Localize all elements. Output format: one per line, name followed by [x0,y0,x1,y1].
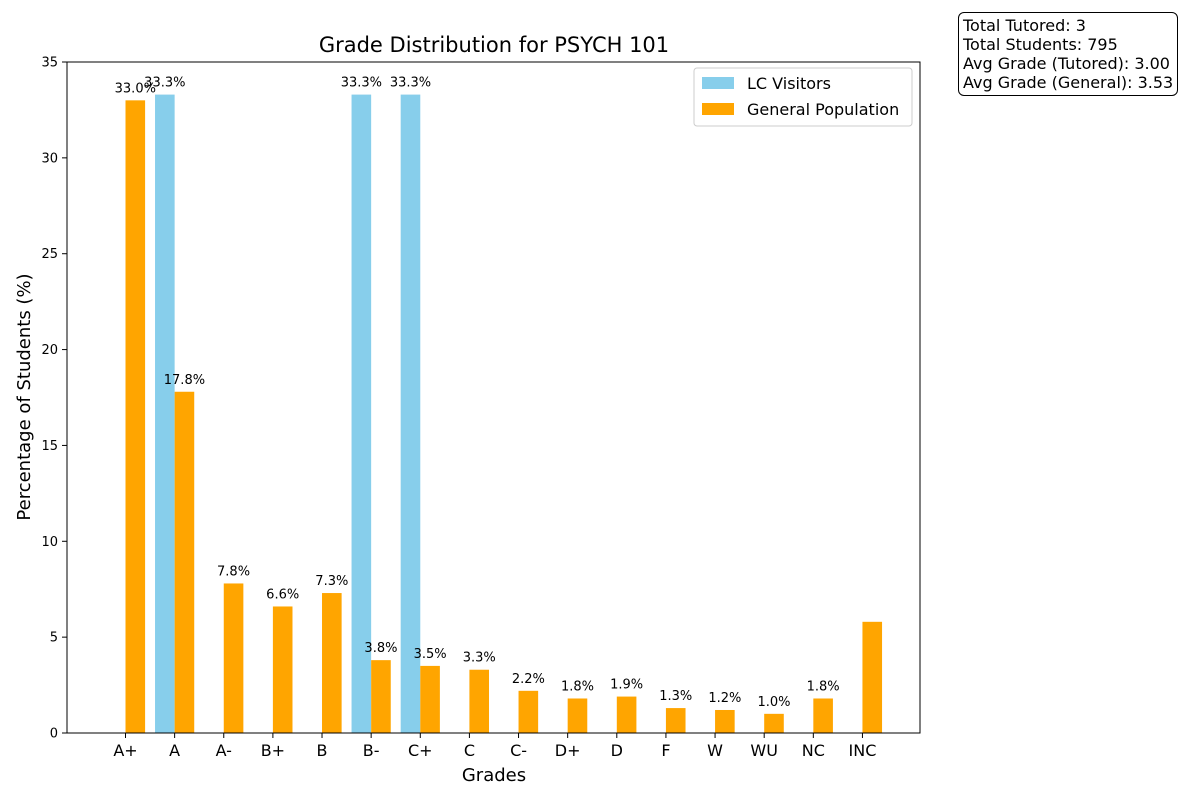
y-axis: 0 5 10 15 20 25 30 35 [41,56,67,742]
bar-lc-visitors-a [155,94,175,734]
avg-grade-tutored: Avg Grade (Tutored): 3.00 [963,54,1170,73]
bar-general-population-c [469,669,490,733]
legend-swatch-general-population [702,103,734,115]
x-tick-label: B+ [261,741,285,760]
bar-general-population-inc [862,621,883,733]
bar-general-population-a-minus [223,583,244,733]
bar-label-lc-visitors-a: 33.3% [144,76,185,91]
bar-lc-visitors-c-minusplus [400,94,421,734]
bar-label-general-population-w: 1.2% [708,691,741,706]
x-tick-label: NC [802,741,825,760]
x-tick-label: B [317,741,328,760]
bar-label-general-population-a-plus: 33.0% [115,81,156,96]
y-tick-label: 5 [50,631,58,646]
bar-general-population-a-plus [125,100,146,734]
bar-general-population-d [616,696,637,733]
bar-label-lc-visitors-c-minusplus: 33.3% [390,76,431,91]
bar-general-population-b-minusplus [272,606,293,733]
x-tick-label: W [707,741,723,760]
bar-label-general-population-nc: 1.8% [807,679,840,694]
bar-label-general-population-d-minusplus: 1.8% [561,679,594,694]
legend-swatch-lc-visitors [702,77,734,89]
bar-label-general-population-b-minus: 3.8% [364,641,397,656]
summary-stats-box: Total Tutored: 3 Total Students: 795 Avg… [958,12,1179,96]
legend-label-general-population: General Population [747,100,899,119]
x-tick-label: C+ [408,741,433,760]
legend-frame [693,67,913,127]
y-tick-label: 30 [41,151,58,166]
y-axis-label: Percentage of Students (%) [14,273,35,520]
bar-label-general-population-a: 17.8% [164,373,205,388]
bar-general-population-f [665,708,686,733]
bar-label-general-population-c-minus: 2.2% [512,672,545,687]
bar-general-population-b [322,593,342,733]
bar-labels-layer: 33.3% 33.3% 33.3%33.0%17.8%7.8%6.6%7.3%3.8… [115,76,840,710]
bar-label-general-population-f: 1.3% [659,689,692,704]
bar-general-population-c-minus [518,690,539,733]
x-tick-label: WU [750,741,778,760]
chart-title: Grade Distribution for PSYCH 101 [319,33,669,57]
bar-label-general-population-a-minus: 7.8% [217,564,250,579]
bar-general-population-w [715,709,735,733]
bar-lc-visitors-b-minus [351,94,372,734]
y-tick-label: 35 [41,56,58,71]
bar-general-population-wu [764,713,784,733]
bar-general-population-a [174,391,195,733]
x-axis-label: Grades [462,765,526,786]
legend: LC Visitors General Population [693,67,913,127]
x-tick-label: A+ [113,741,137,760]
x-tick-label: B- [363,741,380,760]
bar-general-population-d-minusplus [567,698,588,733]
bar-label-general-population-b: 7.3% [315,574,348,589]
bars-layer [125,94,883,734]
bar-label-general-population-c-minusplus: 3.5% [414,647,447,662]
bar-label-lc-visitors-b-minus: 33.3% [341,76,382,91]
x-tick-label: D+ [555,741,581,760]
x-tick-label: F [661,741,670,760]
total-tutored: Total Tutored: 3 [963,16,1086,35]
x-tick-label: C [464,741,475,760]
total-students: Total Students: 795 [963,35,1118,54]
y-tick-label: 10 [41,535,58,550]
bar-label-general-population-d: 1.9% [610,678,643,693]
bar-label-general-population-c: 3.3% [463,651,496,666]
bar-general-population-b-minus [371,660,391,733]
x-tick-label: A [169,741,180,760]
y-tick-label: 25 [41,247,58,262]
y-tick-label: 15 [41,439,58,454]
x-tick-label: INC [849,741,877,760]
bar-general-population-c-minusplus [420,665,440,733]
plot-area-frame [66,61,921,734]
legend-label-lc-visitors: LC Visitors [747,74,831,93]
bar-general-population-nc [813,698,833,733]
avg-grade-general: Avg Grade (General): 3.53 [963,73,1174,92]
y-tick-label: 0 [50,727,58,742]
x-tick-label: A- [216,741,232,760]
x-tick-label: D [611,741,623,760]
bar-label-general-population-wu: 1.0% [757,695,790,710]
y-tick-label: 20 [41,343,58,358]
x-axis: A+ A A- B+ B B- C+ C C- D+ D F W WU NC INC [113,733,876,760]
bar-label-general-population-b-minusplus: 6.6% [266,587,299,602]
x-tick-label: C- [510,741,527,760]
